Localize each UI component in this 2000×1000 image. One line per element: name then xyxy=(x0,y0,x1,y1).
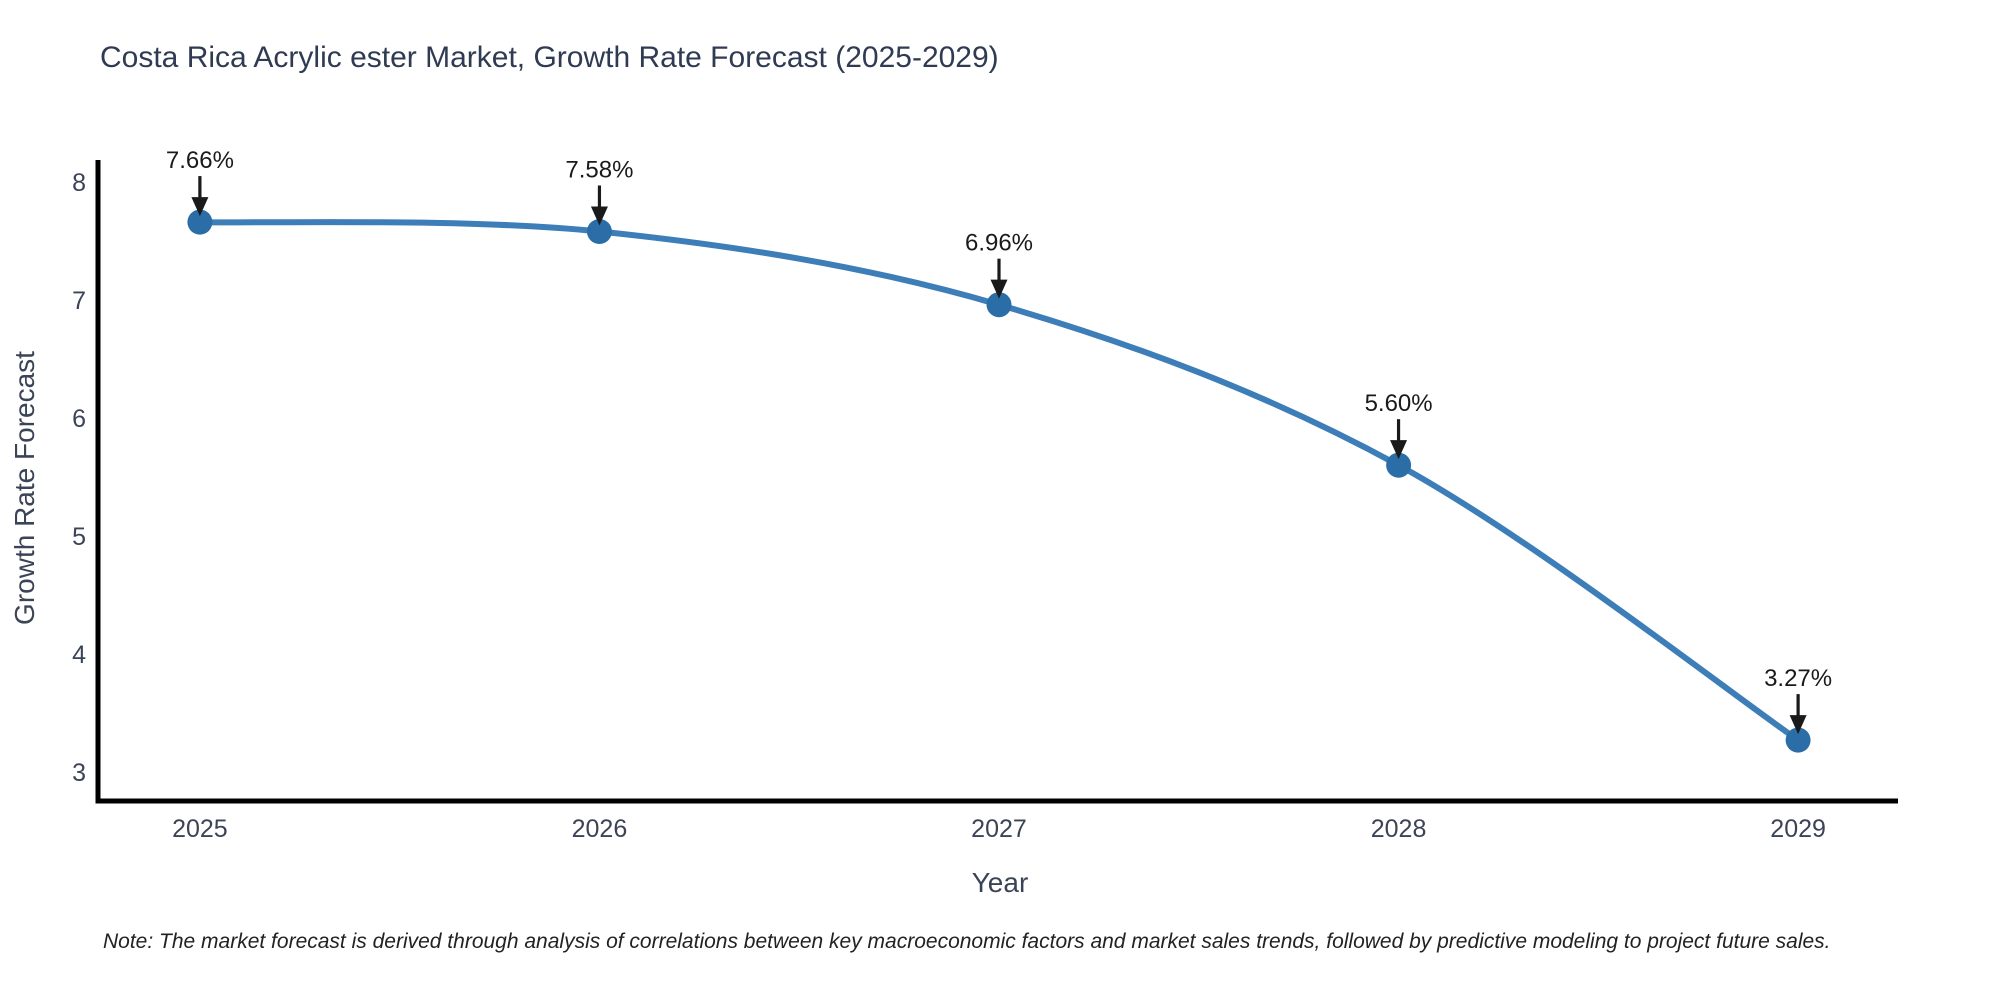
y-tick-label: 3 xyxy=(72,759,86,787)
y-tick-label: 5 xyxy=(72,523,86,551)
x-tick-label: 2026 xyxy=(572,815,628,843)
data-point-marker[interactable] xyxy=(586,219,612,244)
annotation-value-label: 7.58% xyxy=(565,157,633,184)
annotation-arrowhead-icon xyxy=(590,206,608,226)
chart-title: Costa Rica Acrylic ester Market, Growth … xyxy=(100,41,999,74)
annotation-arrowhead-icon xyxy=(1390,440,1408,460)
x-tick-label: 2029 xyxy=(1770,815,1826,843)
annotation-value-label: 6.96% xyxy=(965,230,1033,257)
annotation: 3.27% xyxy=(1764,665,1832,735)
y-tick-label: 7 xyxy=(72,287,86,315)
footnote: Note: The market forecast is derived thr… xyxy=(103,930,1831,953)
annotation: 5.60% xyxy=(1365,390,1433,460)
data-point-marker[interactable] xyxy=(1785,727,1811,753)
axis-spines xyxy=(95,160,1898,804)
annotation: 6.96% xyxy=(965,230,1033,299)
annotation-arrowhead-icon xyxy=(990,279,1008,299)
data-point-marker[interactable] xyxy=(1386,452,1412,478)
x-axis-tick-labels: 2025 2026 2027 2028 2029 xyxy=(172,815,1826,843)
annotation-arrowhead-icon xyxy=(1789,715,1807,735)
annotation-value-label: 7.66% xyxy=(166,147,234,174)
data-point-annotations: 7.66% 7.58% 6.96% 5.60% 3.27% xyxy=(166,147,1832,735)
annotation: 7.66% xyxy=(166,147,234,217)
y-axis-label: Growth Rate Forecast xyxy=(9,351,40,625)
annotation-value-label: 5.60% xyxy=(1365,390,1433,417)
y-axis-tick-labels: 3 4 5 6 7 8 xyxy=(72,169,86,787)
x-tick-label: 2027 xyxy=(971,815,1027,843)
y-tick-label: 4 xyxy=(72,641,86,669)
data-point-marker[interactable] xyxy=(986,292,1012,318)
data-point-marker[interactable] xyxy=(187,209,213,235)
y-tick-label: 8 xyxy=(72,169,86,197)
annotation-arrowhead-icon xyxy=(191,197,209,217)
annotation-value-label: 3.27% xyxy=(1764,665,1832,692)
x-axis-label: Year xyxy=(972,867,1029,898)
y-tick-label: 6 xyxy=(72,405,86,433)
forecast-series-markers xyxy=(187,209,1811,753)
annotation: 7.58% xyxy=(565,157,633,226)
x-tick-label: 2025 xyxy=(172,815,228,843)
x-tick-label: 2028 xyxy=(1371,815,1427,843)
